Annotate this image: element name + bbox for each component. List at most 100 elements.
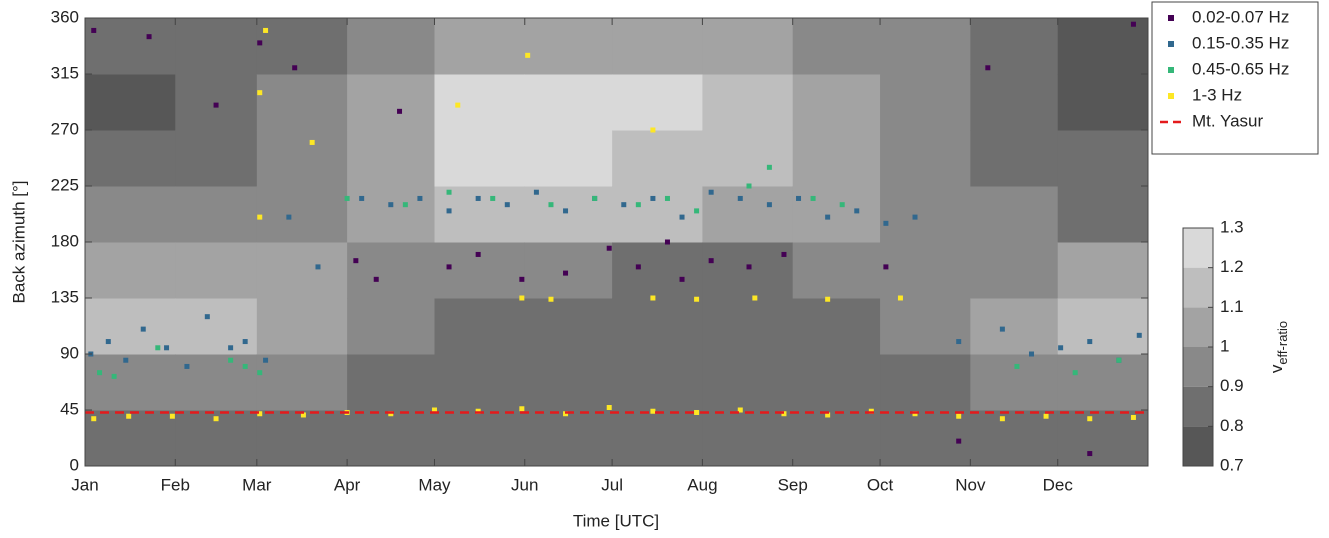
point <box>91 27 97 33</box>
background-cell <box>880 354 971 411</box>
background-cell <box>347 186 435 243</box>
point <box>140 326 146 332</box>
background-cell <box>880 130 971 187</box>
background-cell <box>792 298 881 355</box>
point <box>664 239 670 245</box>
point <box>126 413 132 419</box>
point <box>650 127 656 133</box>
point <box>766 164 772 170</box>
y-tick-label: 45 <box>60 399 79 418</box>
axes-layer: 0 45 90 135 180 225 270 315 360 Jan Feb Mar Apr May Ju… <box>51 1 1319 494</box>
background-cell <box>256 74 348 131</box>
background-cell <box>256 354 348 411</box>
legend-marker <box>1168 93 1174 99</box>
point <box>431 407 437 413</box>
point <box>146 34 152 40</box>
legend-box <box>1151 1 1319 155</box>
background-cell <box>347 298 435 355</box>
point <box>213 416 219 422</box>
x-tick-label: Jul <box>601 475 623 494</box>
point <box>417 195 423 201</box>
point <box>204 314 210 320</box>
point <box>563 208 569 214</box>
legend-label: Mt. Yasur <box>1192 111 1264 130</box>
point <box>781 251 787 257</box>
point <box>111 373 117 379</box>
background-cell <box>434 130 526 187</box>
point <box>164 345 170 351</box>
point <box>621 202 627 208</box>
colorbar-tick-label: 0.7 <box>1220 455 1244 474</box>
background-cell <box>175 18 258 75</box>
point <box>883 264 889 270</box>
point <box>263 27 269 33</box>
background-cell <box>524 130 613 187</box>
legend-label: 0.02-0.07 Hz <box>1192 7 1289 26</box>
legend: 0.02-0.07 Hz 0.15-0.35 Hz 0.45-0.65 Hz 1-3 … <box>1151 1 1319 155</box>
background-cell <box>612 130 703 187</box>
point <box>839 202 845 208</box>
point <box>606 245 612 251</box>
point <box>353 258 359 264</box>
background-cell <box>524 298 613 355</box>
point <box>286 214 292 220</box>
point <box>650 195 656 201</box>
colorbar-tick-label: 1.1 <box>1220 297 1244 316</box>
background-cell <box>85 130 176 187</box>
background-cell <box>256 130 348 187</box>
point <box>257 370 263 376</box>
background-cell <box>347 354 435 411</box>
background-cell <box>792 74 881 131</box>
point <box>679 276 685 282</box>
colorbar-label-sub: eff-ratio <box>1275 321 1290 365</box>
background-cell <box>85 354 176 411</box>
background-cell <box>256 18 348 75</box>
background-cell <box>880 298 971 355</box>
point <box>548 296 554 302</box>
background-cell <box>85 298 176 355</box>
point <box>548 202 554 208</box>
point <box>999 416 1005 422</box>
point <box>292 65 298 71</box>
background-cell <box>792 242 881 299</box>
x-tick-label: Jun <box>511 475 538 494</box>
background-cell <box>175 298 258 355</box>
point <box>446 189 452 195</box>
background-cell <box>702 298 794 355</box>
x-tick-label: Feb <box>161 475 190 494</box>
point <box>635 264 641 270</box>
background-cell <box>175 74 258 131</box>
point <box>592 195 598 201</box>
y-tick-label: 180 <box>51 231 79 250</box>
point <box>746 264 752 270</box>
x-tick-label: Apr <box>334 475 361 494</box>
point <box>985 65 991 71</box>
background-cell <box>85 74 176 131</box>
background-cell <box>612 410 703 467</box>
point <box>635 202 641 208</box>
point <box>373 276 379 282</box>
point <box>825 296 831 302</box>
background-cell <box>1057 74 1149 131</box>
point <box>679 214 685 220</box>
point <box>213 102 219 108</box>
background-cell <box>702 130 794 187</box>
point <box>1087 339 1093 345</box>
legend-label: 0.45-0.65 Hz <box>1192 59 1289 78</box>
background-cell <box>702 354 794 411</box>
background-cell <box>970 242 1059 299</box>
point <box>999 326 1005 332</box>
background-cell <box>702 410 794 467</box>
colorbar-tick-label: 1 <box>1220 336 1229 355</box>
point <box>1130 414 1136 420</box>
background-cell <box>347 410 435 467</box>
background-cell <box>434 18 526 75</box>
background-cell <box>1057 18 1149 75</box>
background-cell <box>256 242 348 299</box>
point <box>606 405 612 411</box>
colorbar-band <box>1183 386 1213 427</box>
point <box>897 295 903 301</box>
legend-marker <box>1168 15 1174 21</box>
y-axis-label: Back azimuth [°] <box>9 180 28 303</box>
